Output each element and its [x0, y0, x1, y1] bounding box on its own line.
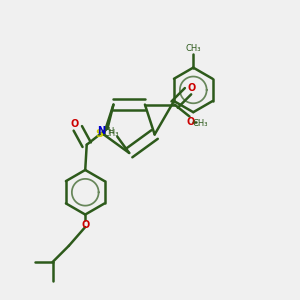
Text: O: O — [70, 119, 78, 129]
Text: CH₃: CH₃ — [193, 118, 208, 127]
Text: O: O — [187, 117, 195, 127]
Text: O: O — [188, 83, 196, 93]
Text: CH₃: CH₃ — [103, 129, 118, 138]
Text: O: O — [81, 220, 89, 230]
Text: H: H — [107, 128, 113, 136]
Text: N: N — [97, 126, 105, 136]
Text: S: S — [95, 130, 103, 140]
Text: CH₃: CH₃ — [185, 44, 201, 53]
